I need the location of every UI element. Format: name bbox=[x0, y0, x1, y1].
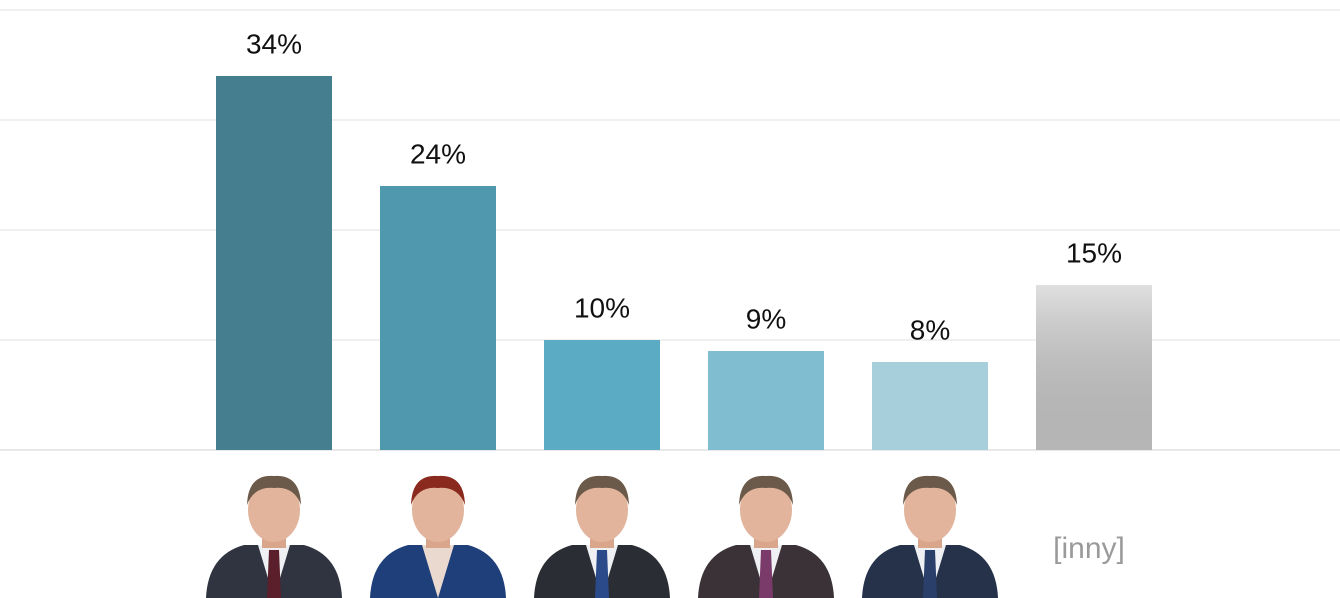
x-tick-label: [inny] bbox=[1053, 532, 1125, 565]
portrait-tie bbox=[595, 550, 609, 598]
portrait-tie bbox=[923, 550, 937, 598]
portrait bbox=[534, 475, 670, 598]
portrait-head bbox=[904, 478, 956, 542]
portrait-hair bbox=[739, 475, 793, 505]
portrait-hair bbox=[575, 475, 629, 505]
bar bbox=[216, 76, 332, 450]
value-label: 8% bbox=[910, 314, 950, 345]
portrait-head bbox=[576, 478, 628, 542]
bar bbox=[708, 351, 824, 450]
portrait-shirt bbox=[422, 545, 454, 598]
bar bbox=[544, 340, 660, 450]
portrait-head bbox=[248, 478, 300, 542]
bar bbox=[872, 362, 988, 450]
portrait-tie bbox=[759, 550, 773, 598]
portrait bbox=[370, 475, 506, 598]
portrait-hair bbox=[247, 475, 301, 505]
portrait-head bbox=[412, 478, 464, 542]
bar-shade bbox=[1036, 285, 1152, 450]
value-label: 10% bbox=[574, 292, 630, 323]
portrait bbox=[698, 475, 834, 598]
portrait-tie bbox=[267, 550, 281, 598]
value-label: 34% bbox=[246, 28, 302, 59]
portrait-hair bbox=[903, 475, 957, 505]
portrait bbox=[206, 475, 342, 598]
portrait bbox=[862, 475, 998, 598]
portrait-head bbox=[740, 478, 792, 542]
value-label: 15% bbox=[1066, 237, 1122, 268]
bar bbox=[380, 186, 496, 450]
value-label: 24% bbox=[410, 138, 466, 169]
value-label: 9% bbox=[746, 303, 786, 334]
portrait-hair bbox=[411, 475, 465, 505]
